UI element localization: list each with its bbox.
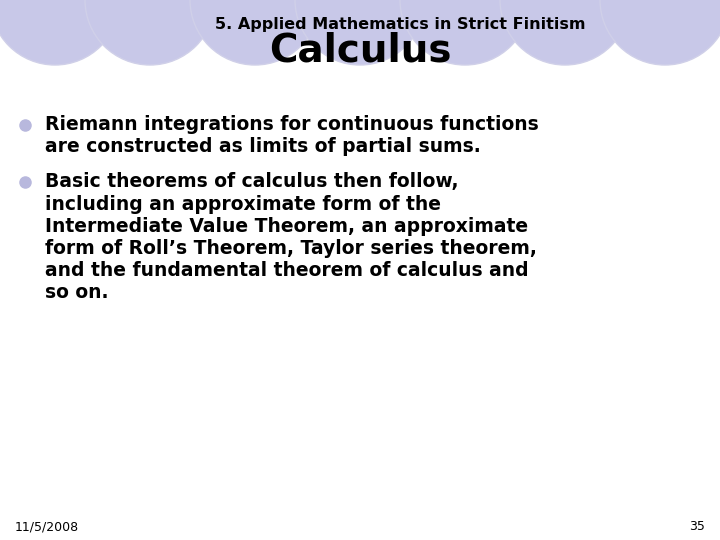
Text: so on.: so on. xyxy=(45,282,109,301)
Circle shape xyxy=(0,0,120,65)
Circle shape xyxy=(190,0,320,65)
Circle shape xyxy=(500,0,630,65)
Text: Intermediate Value Theorem, an approximate: Intermediate Value Theorem, an approxima… xyxy=(45,217,528,235)
Circle shape xyxy=(600,0,720,65)
Text: and the fundamental theorem of calculus and: and the fundamental theorem of calculus … xyxy=(45,260,528,280)
Circle shape xyxy=(400,0,530,65)
Text: 35: 35 xyxy=(689,521,705,534)
Text: Basic theorems of calculus then follow,: Basic theorems of calculus then follow, xyxy=(45,172,459,192)
Text: including an approximate form of the: including an approximate form of the xyxy=(45,194,441,213)
Text: are constructed as limits of partial sums.: are constructed as limits of partial sum… xyxy=(45,137,481,156)
Circle shape xyxy=(295,0,425,65)
Circle shape xyxy=(85,0,215,65)
Text: Riemann integrations for continuous functions: Riemann integrations for continuous func… xyxy=(45,116,539,134)
Text: 5. Applied Mathematics in Strict Finitism: 5. Applied Mathematics in Strict Finitis… xyxy=(215,17,585,31)
Text: form of Roll’s Theorem, Taylor series theorem,: form of Roll’s Theorem, Taylor series th… xyxy=(45,239,537,258)
Text: 11/5/2008: 11/5/2008 xyxy=(15,521,79,534)
Text: Calculus: Calculus xyxy=(269,31,451,69)
